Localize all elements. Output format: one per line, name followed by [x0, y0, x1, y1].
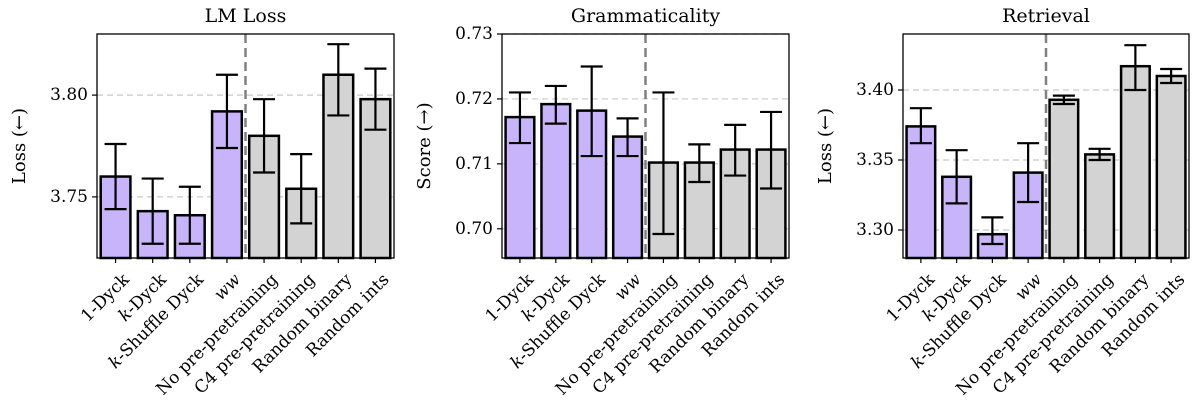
- error-bar-8: [364, 67, 387, 131]
- error-bar-3: [580, 65, 603, 158]
- y-axis-label: Loss (←): [9, 108, 30, 184]
- error-bar-5: [652, 91, 675, 236]
- plot-frame: [501, 33, 790, 259]
- bar-4: [210, 110, 244, 260]
- error-bar-7: [1124, 44, 1147, 92]
- error-bar-1: [508, 91, 531, 145]
- y-tick-label: 0.72: [455, 89, 493, 109]
- bar-8: [1155, 74, 1187, 260]
- error-bar-6: [688, 143, 711, 184]
- y-tick-label: 3.40: [856, 80, 894, 100]
- chart-title: LM Loss: [205, 5, 287, 27]
- bar-6: [1084, 153, 1116, 260]
- bar-5: [1048, 98, 1080, 260]
- error-bar-4: [616, 117, 639, 158]
- plot-frame: [902, 33, 1190, 259]
- y-axis-label: Score (→): [414, 102, 435, 189]
- error-bar-3: [981, 216, 1004, 246]
- error-bar-8: [760, 110, 783, 190]
- error-bar-1: [104, 142, 127, 211]
- error-bar-4: [215, 73, 238, 150]
- error-bar-4: [1017, 142, 1040, 204]
- error-bar-5: [253, 98, 276, 174]
- y-tick-label: 0.71: [455, 154, 493, 174]
- y-tick-label: 3.30: [856, 220, 894, 240]
- y-tick-label: 0.70: [455, 219, 493, 239]
- bar-2: [540, 102, 572, 260]
- chart-title: Grammaticality: [571, 5, 720, 27]
- bar-7: [1119, 64, 1151, 260]
- error-bar-3: [178, 185, 201, 245]
- y-tick-label: 3.35: [856, 150, 894, 170]
- plot-frame: [96, 33, 395, 259]
- bar-1: [905, 125, 937, 260]
- error-bar-5: [1052, 94, 1075, 106]
- y-tick-label: 3.75: [50, 187, 88, 207]
- y-tick-label: 0.73: [455, 24, 493, 44]
- y-tick-label: 3.80: [50, 85, 88, 105]
- y-axis-label: Loss (←): [815, 108, 836, 184]
- chart-title: Retrieval: [1002, 5, 1090, 27]
- error-bar-7: [724, 123, 747, 177]
- error-bar-2: [141, 177, 164, 245]
- error-bar-2: [544, 84, 567, 125]
- error-bar-2: [945, 149, 968, 205]
- error-bar-7: [327, 43, 350, 117]
- error-bar-6: [290, 153, 313, 225]
- error-bar-1: [909, 107, 932, 145]
- error-bar-8: [1160, 67, 1183, 85]
- error-bar-6: [1088, 147, 1111, 162]
